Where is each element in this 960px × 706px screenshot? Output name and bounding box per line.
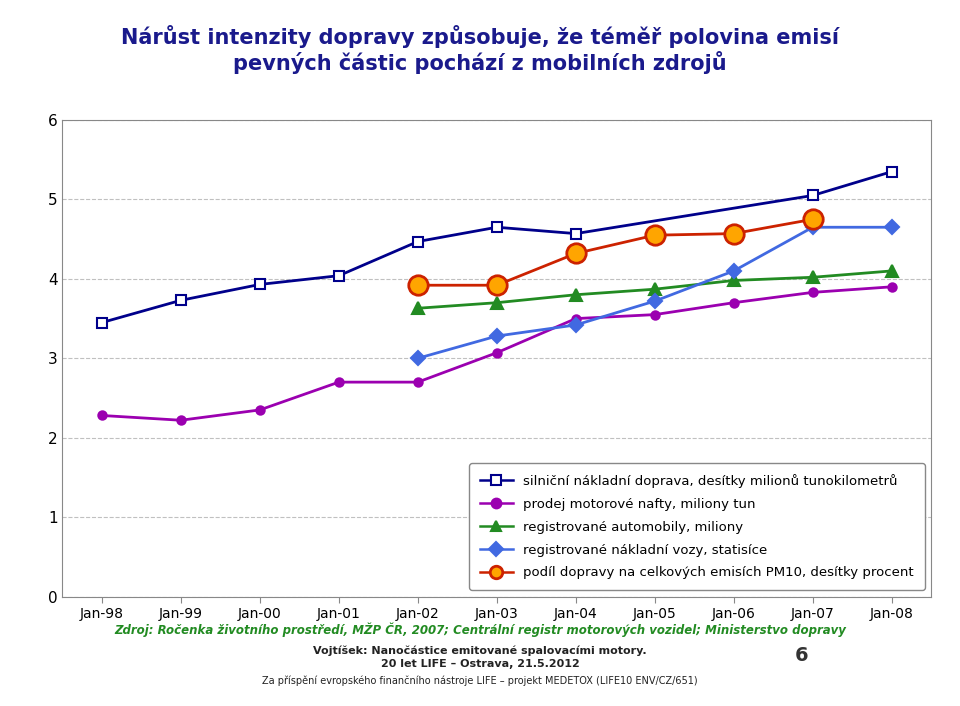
Text: Vojtíšek: Nanočástice emitované spalovacími motory.: Vojtíšek: Nanočástice emitované spalovac… (313, 645, 647, 656)
Text: pevných částic pochází z mobilních zdrojů: pevných částic pochází z mobilních zdroj… (233, 51, 727, 74)
Legend: silniční nákladní doprava, desítky milionů tunokilometrů, prodej motorové nafty,: silniční nákladní doprava, desítky milio… (469, 463, 924, 590)
Text: Za příspění evropského finančního nástroje LIFE – projekt MEDETOX (LIFE10 ENV/CZ: Za příspění evropského finančního nástro… (262, 676, 698, 686)
Text: Zdroj: Ročenka životního prostředí, MŽP ČR, 2007; Centrální registr motorových v: Zdroj: Ročenka životního prostředí, MŽP … (114, 623, 846, 638)
Text: 6: 6 (795, 646, 808, 664)
Text: 20 let LIFE – Ostrava, 21.5.2012: 20 let LIFE – Ostrava, 21.5.2012 (380, 659, 580, 669)
Text: Nárůst intenzity dopravy způsobuje, že téměř polovina emisí: Nárůst intenzity dopravy způsobuje, že t… (121, 25, 839, 48)
